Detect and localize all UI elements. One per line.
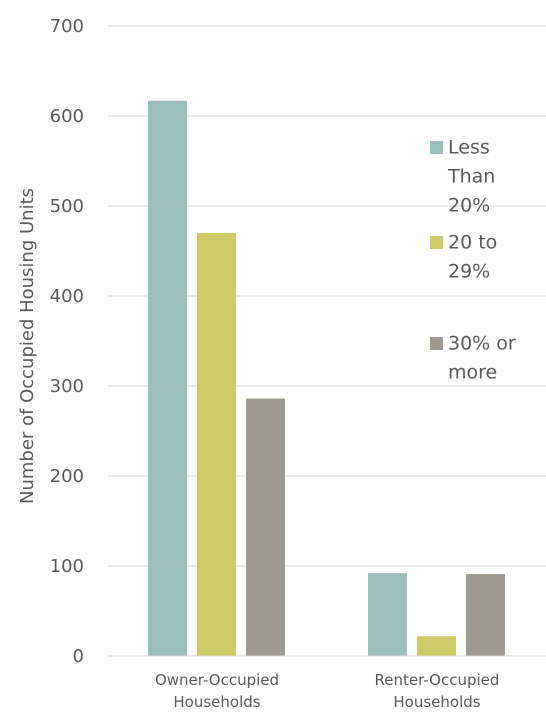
legend: Less Than 20% 20 to 29% 30% or more xyxy=(430,137,516,384)
y-axis-ticks: 0 100 200 300 400 500 600 700 xyxy=(50,16,84,667)
x-axis-categories: Owner-Occupied Households Renter-Occupied H… xyxy=(155,671,500,711)
y-tick-label: 400 xyxy=(50,286,84,307)
y-tick-label: 700 xyxy=(50,16,84,37)
y-tick-label: 200 xyxy=(50,466,84,487)
y-tick-label: 600 xyxy=(50,106,84,127)
legend-label: 20 to xyxy=(448,232,497,254)
y-axis-label: Number of Occupied Housing Units xyxy=(17,188,38,504)
legend-label: 30% or xyxy=(448,333,516,355)
legend-swatch xyxy=(430,236,443,249)
x-category-label: Owner-Occupied xyxy=(155,671,279,689)
legend-label: 29% xyxy=(448,261,490,283)
x-category-label: Renter-Occupied xyxy=(375,671,500,689)
legend-swatch xyxy=(430,141,443,154)
x-category-label: Households xyxy=(173,693,260,711)
bar xyxy=(417,636,456,656)
legend-label: more xyxy=(448,362,497,384)
legend-label: 20% xyxy=(448,195,490,217)
bar xyxy=(246,398,285,656)
bars xyxy=(148,100,505,656)
bar xyxy=(148,100,187,656)
x-category-label: Households xyxy=(393,693,480,711)
y-tick-label: 100 xyxy=(50,556,84,577)
y-tick-label: 0 xyxy=(73,646,84,667)
legend-label: Than xyxy=(447,166,495,188)
bar xyxy=(368,573,407,656)
y-tick-label: 300 xyxy=(50,376,84,397)
bar xyxy=(197,233,236,656)
y-tick-label: 500 xyxy=(50,196,84,217)
legend-swatch xyxy=(430,337,443,350)
legend-label: Less xyxy=(448,137,490,159)
bar xyxy=(466,574,505,656)
